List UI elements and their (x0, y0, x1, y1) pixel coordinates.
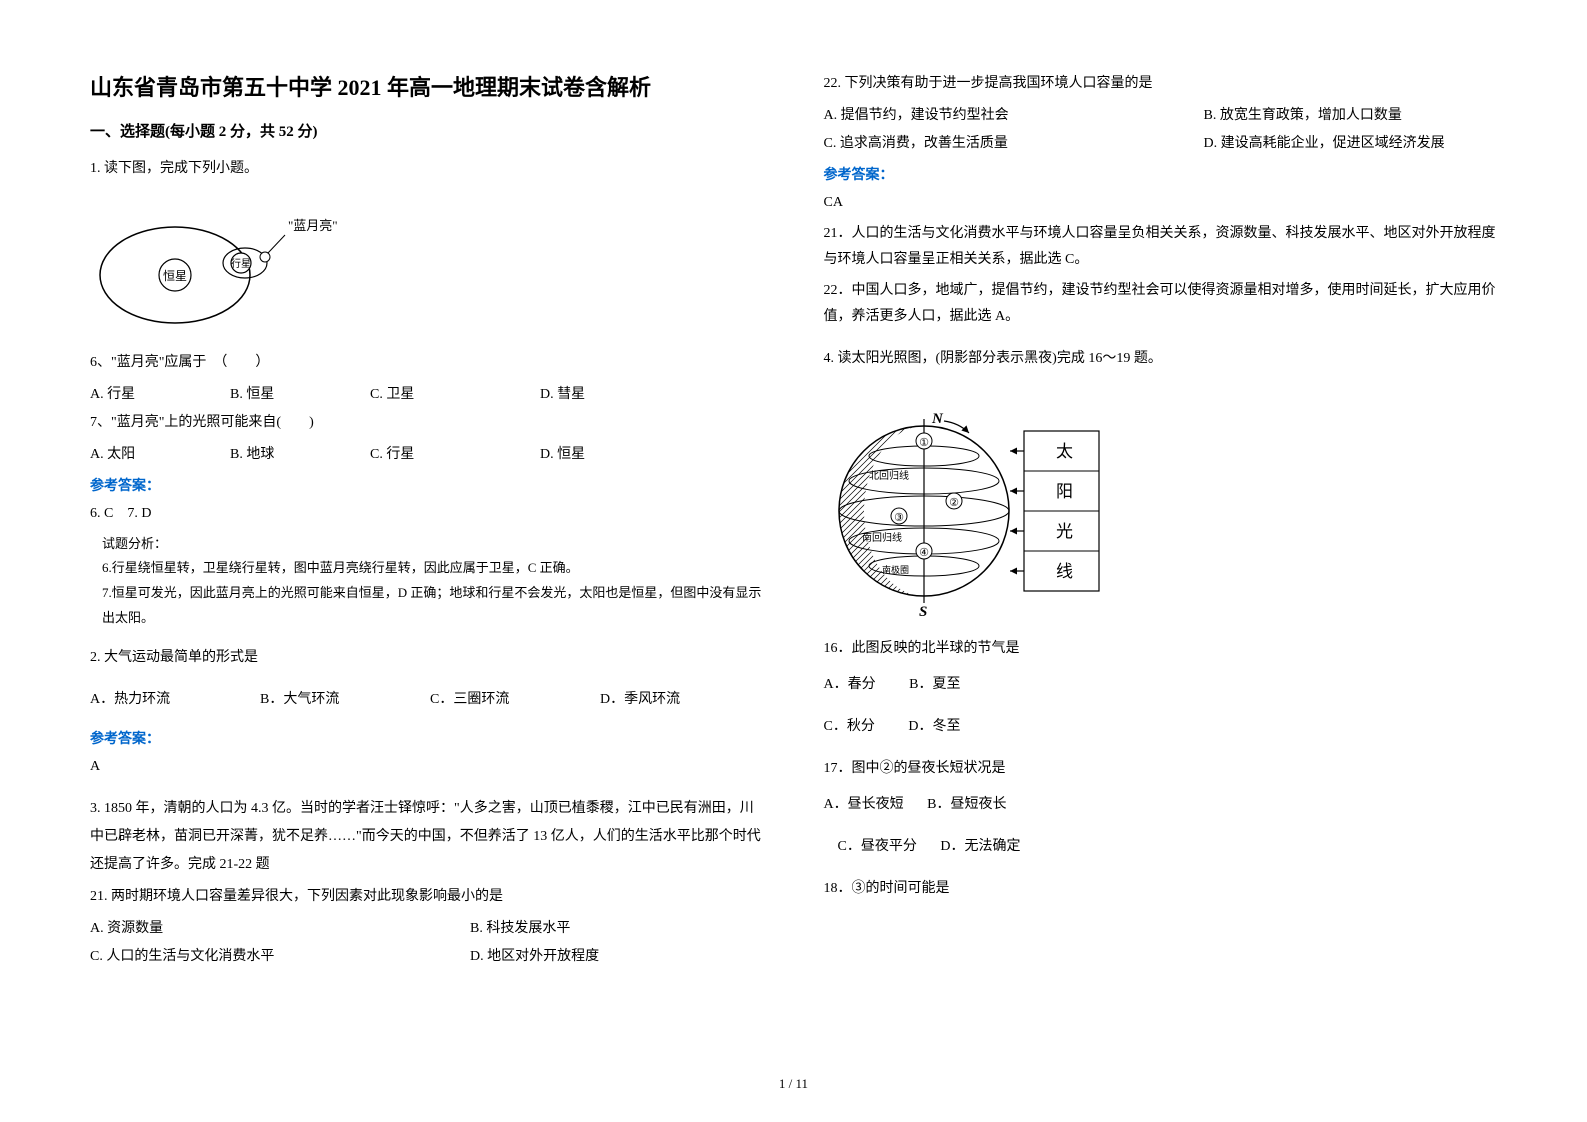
q2-opt-d: D．季风环流 (600, 686, 680, 714)
q16-opt-a: A．春分 (824, 671, 876, 699)
answer-label-1: 参考答案： (90, 475, 764, 495)
q16-opt-d: D．冬至 (908, 713, 960, 741)
q22-opt-d: D. 建设高耗能企业，促进区域经济发展 (1204, 130, 1498, 158)
q6-text: 6、"蓝月亮"应属于 （ ） (90, 349, 764, 377)
q7-opt-c: C. 行星 (370, 441, 540, 469)
q17-text: 17．图中②的昼夜长短状况是 (824, 755, 1498, 783)
label-n: N (931, 411, 944, 427)
q22-text: 22. 下列决策有助于进一步提高我国环境人口容量的是 (824, 70, 1498, 98)
q2-opt-c: C．三圈环流 (430, 686, 600, 714)
q18-text: 18．③的时间可能是 (824, 875, 1498, 903)
label-nanjiquan: 南极圈 (882, 564, 909, 575)
q21-opt-a: A. 资源数量 (90, 915, 470, 943)
page-footer: 1 / 11 (779, 1076, 808, 1092)
q17-opt-d: D．无法确定 (940, 833, 1020, 861)
label-hengxing: 恒星 (163, 269, 187, 283)
q21-opt-b: B. 科技发展水平 (470, 915, 764, 943)
answer-label-3: 参考答案： (824, 164, 1498, 184)
circle-3: ③ (894, 512, 904, 524)
q21-opts-row2: C. 人口的生活与文化消费水平 D. 地区对外开放程度 (90, 943, 764, 971)
q2-opt-a: A．热力环流 (90, 686, 260, 714)
q22-opts-row1: A. 提倡节约，建设节约型社会 B. 放宽生育政策，增加人口数量 (824, 102, 1498, 130)
q2-opt-b: B．大气环流 (260, 686, 430, 714)
label-blue-moon: "蓝月亮" (288, 218, 338, 233)
answer-label-2: 参考答案： (90, 728, 764, 748)
q6-opt-d: D. 彗星 (540, 381, 680, 409)
q16-opt-c: C．秋分 (824, 713, 875, 741)
right-column: 22. 下列决策有助于进一步提高我国环境人口容量的是 A. 提倡节约，建设节约型… (824, 70, 1498, 1050)
q6-opt-b: B. 恒星 (230, 381, 370, 409)
q22-opts-row2: C. 追求高消费，改善生活质量 D. 建设高耗能企业，促进区域经济发展 (824, 130, 1498, 158)
q1-exp-header: 试题分析： (102, 532, 764, 557)
q6-options: A. 行星 B. 恒星 C. 卫星 D. 彗星 (90, 381, 764, 409)
q1-intro: 1. 读下图，完成下列小题。 (90, 155, 764, 183)
section-header: 一、选择题(每小题 2 分，共 52 分) (90, 120, 764, 141)
q2-options: A．热力环流 B．大气环流 C．三圈环流 D．季风环流 (90, 686, 764, 714)
page-title: 山东省青岛市第五十中学 2021 年高一地理期末试卷含解析 (90, 70, 764, 102)
q16-text: 16．此图反映的北半球的节气是 (824, 635, 1498, 663)
q7-options: A. 太阳 B. 地球 C. 行星 D. 恒星 (90, 441, 764, 469)
q4-text: 4. 读太阳光照图，(阴影部分表示黑夜)完成 16～19 题。 (824, 345, 1498, 373)
q1-answer: 6. C 7. D (90, 501, 764, 528)
q16-opts-row2: C．秋分 D．冬至 (824, 713, 1498, 741)
q17-opt-b: B．昼短夜长 (927, 791, 1006, 819)
label-beihuixian: 北回归线 (869, 469, 909, 482)
q3-text: 3. 1850 年，清朝的人口为 4.3 亿。当时的学者汪士铎惊呼："人多之害，… (90, 795, 764, 879)
diagram-1: 恒星 行星 "蓝月亮" (90, 205, 764, 335)
circle-1: ① (919, 437, 929, 449)
q2-text: 2. 大气运动最简单的形式是 (90, 644, 764, 672)
q16-opts-row1: A．春分 B．夏至 (824, 671, 1498, 699)
q1-exp-7: 7.恒星可发光，因此蓝月亮上的光照可能来自恒星，D 正确；地球和行星不会发光，太… (102, 581, 764, 630)
q16-opt-b: B．夏至 (909, 671, 960, 699)
q2-answer: A (90, 754, 764, 781)
q3-exp-21: 21．人口的生活与文化消费水平与环境人口容量呈负相关关系，资源数量、科技发展水平… (824, 221, 1498, 274)
label-xingxing: 行星 (231, 257, 251, 270)
q6-opt-a: A. 行星 (90, 381, 230, 409)
label-nanhuixian: 南回归线 (862, 531, 902, 544)
q17-opt-a: A．昼长夜短 (824, 791, 904, 819)
label-guang: 光 (1056, 522, 1073, 541)
q21-opt-d: D. 地区对外开放程度 (470, 943, 764, 971)
q22-opt-b: B. 放宽生育政策，增加人口数量 (1204, 102, 1498, 130)
q22-opt-c: C. 追求高消费，改善生活质量 (824, 130, 1204, 158)
label-s: S (919, 604, 927, 620)
label-yang: 阳 (1056, 482, 1073, 501)
circle-4: ④ (919, 547, 929, 559)
label-tai: 太 (1056, 442, 1073, 461)
q21-opts-row1: A. 资源数量 B. 科技发展水平 (90, 915, 764, 943)
q7-opt-a: A. 太阳 (90, 441, 230, 469)
q3-exp-22: 22．中国人口多，地域广，提倡节约，建设节约型社会可以使得资源量相对增多，使用时… (824, 278, 1498, 331)
q17-opts-row2: C．昼夜平分 D．无法确定 (838, 833, 1498, 861)
label-xian: 线 (1056, 562, 1073, 581)
q17-opt-c: C．昼夜平分 (838, 833, 917, 861)
q7-text: 7、"蓝月亮"上的光照可能来自( ) (90, 409, 764, 437)
q1-exp-6: 6.行星绕恒星转，卫星绕行星转，图中蓝月亮绕行星转，因此应属于卫星，C 正确。 (102, 556, 764, 581)
q17-opts-row1: A．昼长夜短 B．昼短夜长 (824, 791, 1498, 819)
q21-text: 21. 两时期环境人口容量差异很大，下列因素对此现象影响最小的是 (90, 883, 764, 911)
diagram-2: N S ① ② ③ ④ 北回归线 南回归线 南极圈 (824, 401, 1498, 621)
q7-opt-d: D. 恒星 (540, 441, 680, 469)
circle-2: ② (949, 497, 959, 509)
q6-opt-c: C. 卫星 (370, 381, 540, 409)
q22-opt-a: A. 提倡节约，建设节约型社会 (824, 102, 1204, 130)
q21-opt-c: C. 人口的生活与文化消费水平 (90, 943, 470, 971)
q7-opt-b: B. 地球 (230, 441, 370, 469)
q3-answer: CA (824, 190, 1498, 217)
left-column: 山东省青岛市第五十中学 2021 年高一地理期末试卷含解析 一、选择题(每小题 … (90, 70, 764, 1050)
